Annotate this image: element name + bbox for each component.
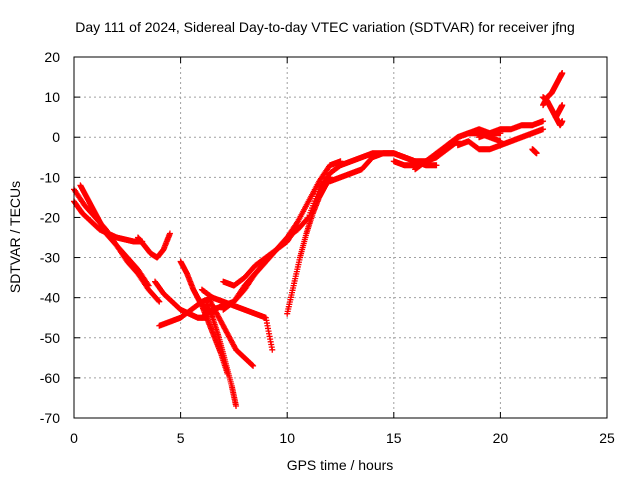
data-point xyxy=(156,298,163,305)
y-tick-label: -50 xyxy=(40,330,60,346)
y-axis: -70 -60 -50 -40 -30 -20 -10 0 10 20 xyxy=(40,49,607,426)
data-point xyxy=(145,282,152,289)
series-track-19 xyxy=(412,130,504,173)
chart-title: Day 111 of 2024, Sidereal Day-to-day VTE… xyxy=(75,19,575,35)
data-point xyxy=(269,346,276,353)
series-track-11 xyxy=(198,286,276,353)
y-axis-label: SDTVAR / TECUs xyxy=(7,181,23,293)
data-point xyxy=(559,118,566,125)
series-track-22 xyxy=(529,146,540,157)
data-point xyxy=(144,281,151,288)
y-tick-label: -10 xyxy=(40,169,60,185)
series-track-9 xyxy=(203,298,240,409)
data-point xyxy=(533,150,540,157)
series-track-25 xyxy=(552,102,566,121)
plot-frame xyxy=(73,56,608,419)
series-track-4 xyxy=(134,230,173,261)
x-tick-label: 10 xyxy=(279,430,295,446)
series-track-10 xyxy=(207,298,257,369)
data-point xyxy=(249,362,256,369)
data-point xyxy=(433,162,440,169)
y-tick-label: 20 xyxy=(44,49,60,65)
series-track-3 xyxy=(77,182,152,289)
series-track-14 xyxy=(198,214,312,321)
x-tick-label: 20 xyxy=(493,430,509,446)
data-point xyxy=(559,102,566,109)
data-point xyxy=(155,297,162,304)
data-point xyxy=(540,126,547,133)
data-point xyxy=(559,70,566,77)
series-track-21 xyxy=(476,118,547,141)
y-tick-label: -30 xyxy=(40,250,60,266)
data-point xyxy=(540,118,547,125)
x-axis: 0 5 10 15 20 25 xyxy=(70,57,615,446)
y-tick-label: -20 xyxy=(40,209,60,225)
x-tick-label: 5 xyxy=(177,430,185,446)
x-tick-label: 15 xyxy=(386,430,402,446)
data-point xyxy=(233,402,240,409)
y-tick-label: 0 xyxy=(52,129,60,145)
y-tick-label: -70 xyxy=(40,410,60,426)
data-points xyxy=(71,70,566,409)
x-tick-label: 0 xyxy=(70,430,78,446)
y-tick-label: -60 xyxy=(40,370,60,386)
series-track-20 xyxy=(454,126,547,153)
x-tick-label: 25 xyxy=(599,430,615,446)
y-tick-label: 10 xyxy=(44,89,60,105)
x-axis-label: GPS time / hours xyxy=(287,457,394,473)
y-tick-label: -40 xyxy=(40,290,60,306)
data-point xyxy=(250,362,257,369)
data-point xyxy=(166,230,173,237)
